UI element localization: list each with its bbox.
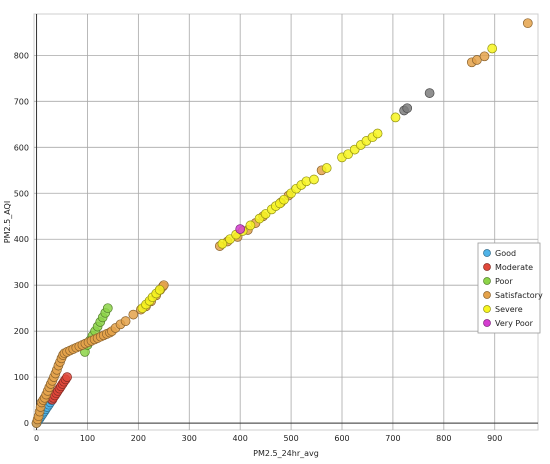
x-tick-label: 0 <box>34 434 39 443</box>
data-point <box>309 174 319 185</box>
x-tick-label: 300 <box>182 434 197 443</box>
tick-labels: 0 100 200 300 400 500 600 700 800 900 0 100 200 300 40… <box>14 51 503 443</box>
legend-swatch <box>483 277 491 285</box>
legend-label: Moderate <box>495 263 533 272</box>
data-point <box>479 51 490 62</box>
legend-swatch <box>483 291 491 299</box>
data-point <box>62 372 72 382</box>
data-point <box>522 18 533 29</box>
data-point <box>321 163 332 173</box>
data-point <box>487 43 498 54</box>
grid <box>33 13 539 431</box>
x-axis-label: PM2.5_24hr_avg <box>253 449 319 458</box>
legend-label: Good <box>495 249 516 258</box>
data-point <box>217 238 228 249</box>
legend-box <box>477 242 541 334</box>
x-tick-label: 600 <box>334 434 349 443</box>
data-point <box>343 149 353 160</box>
data-point <box>120 316 131 326</box>
legend-label: Poor <box>495 277 513 286</box>
y-tick-label: 600 <box>14 143 29 152</box>
legend-swatch <box>483 263 491 271</box>
y-tick-label: 0 <box>24 419 29 428</box>
y-tick-label: 500 <box>14 189 29 198</box>
legend: Good Moderate Poor Satisfactory Severe Very P… <box>477 242 543 334</box>
legend-label: Satisfactory <box>495 291 543 300</box>
legend-swatch <box>483 305 491 313</box>
data-point <box>372 128 383 139</box>
plot-frame <box>33 13 539 431</box>
y-tick-label: 800 <box>14 51 29 60</box>
x-tick-label: 700 <box>385 434 400 443</box>
x-tick-label: 500 <box>283 434 298 443</box>
y-tick-label: 700 <box>14 97 29 106</box>
data-point <box>235 224 246 234</box>
x-tick-label: 400 <box>233 434 248 443</box>
data-point <box>424 88 435 98</box>
y-tick-label: 400 <box>14 235 29 244</box>
x-tick-label: 800 <box>436 434 451 443</box>
axes <box>34 14 538 430</box>
y-tick-label: 100 <box>14 373 29 382</box>
y-tick-label: 300 <box>14 281 29 290</box>
x-tick-label: 100 <box>80 434 95 443</box>
data-point <box>154 284 165 295</box>
data-points <box>31 18 533 428</box>
legend-label: Very Poor <box>495 319 534 328</box>
data-point <box>402 103 413 114</box>
data-point <box>128 309 139 320</box>
legend-swatch <box>483 249 491 257</box>
y-axis-label: PM2.5_AQI <box>3 201 12 243</box>
data-point <box>279 194 289 205</box>
data-point <box>102 303 113 314</box>
x-tick-label: 900 <box>487 434 502 443</box>
data-point <box>390 112 401 123</box>
y-tick-label: 200 <box>14 327 29 336</box>
legend-label: Severe <box>495 305 523 314</box>
data-point <box>245 220 256 231</box>
x-tick-label: 200 <box>131 434 146 443</box>
legend-swatch <box>483 319 491 327</box>
